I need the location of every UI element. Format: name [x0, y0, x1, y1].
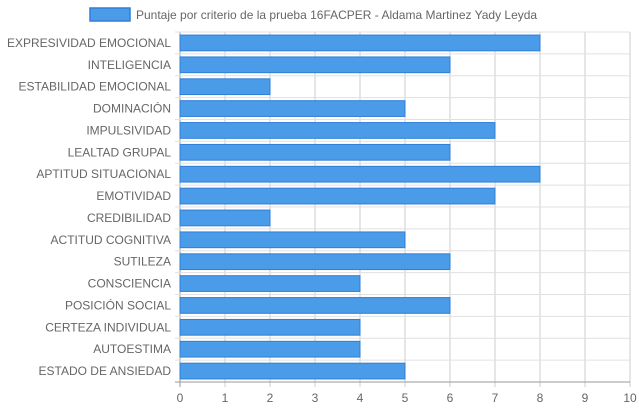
x-tick-labels: 0 1 2 3 4 5 6 7 8 9 10: [177, 391, 637, 405]
category-label: DOMINACIÓN: [93, 101, 171, 116]
bar[interactable]: [179, 253, 451, 271]
bar[interactable]: [179, 56, 451, 74]
x-tick-label: 7: [492, 391, 499, 405]
bar[interactable]: [179, 362, 406, 380]
legend[interactable]: Puntaje por criterio de la prueba 16FACP…: [89, 7, 537, 22]
category-label: LEALTAD GRUPAL: [68, 145, 172, 159]
grid: [175, 31, 631, 387]
bar[interactable]: [179, 187, 496, 205]
x-tick-label: 4: [357, 391, 364, 405]
category-label: AUTOESTIMA: [93, 342, 171, 356]
category-labels: EXPRESIVIDAD EMOCIONAL INTELIGENCIA ESTABI…: [7, 36, 171, 378]
category-label: EMOTIVIDAD: [96, 189, 171, 203]
category-label: EXPRESIVIDAD EMOCIONAL: [7, 36, 171, 50]
bar[interactable]: [179, 231, 406, 249]
category-label: ESTABILIDAD EMOCIONAL: [19, 80, 172, 94]
category-label: POSICIÓN SOCIAL: [65, 297, 171, 312]
bar[interactable]: [179, 340, 361, 358]
category-label: ESTADO DE ANSIEDAD: [39, 364, 172, 378]
bar[interactable]: [179, 122, 496, 139]
category-label: IMPULSIVIDAD: [86, 123, 171, 137]
x-tick-label: 3: [312, 391, 319, 405]
x-tick-label: 5: [402, 391, 409, 405]
x-tick-label: 0: [177, 391, 184, 405]
category-label: ACTITUD COGNITIVA: [51, 233, 171, 247]
bar[interactable]: [179, 165, 541, 183]
bar[interactable]: [179, 100, 406, 117]
category-label: CONSCIENCIA: [88, 277, 171, 291]
x-tick-label: 8: [537, 391, 544, 405]
bar[interactable]: [179, 209, 271, 227]
legend-swatch: [89, 7, 131, 22]
bar[interactable]: [179, 318, 361, 336]
bar[interactable]: [179, 143, 451, 161]
bar[interactable]: [179, 78, 271, 96]
x-tick-label: 2: [267, 391, 274, 405]
category-label: APTITUD SITUACIONAL: [36, 167, 171, 181]
x-tick-label: 10: [623, 391, 637, 405]
legend-label: Puntaje por criterio de la prueba 16FACP…: [136, 8, 537, 22]
bar[interactable]: [179, 297, 451, 314]
bar[interactable]: [179, 275, 361, 292]
category-label: CREDIBILIDAD: [87, 211, 171, 225]
x-tick-label: 1: [222, 391, 229, 405]
x-tick-label: 6: [447, 391, 454, 405]
bars: [179, 34, 541, 380]
category-label: INTELIGENCIA: [88, 58, 171, 72]
x-tick-label: 9: [582, 391, 589, 405]
bar[interactable]: [179, 34, 541, 52]
category-label: SUTILEZA: [114, 255, 171, 269]
category-label: CERTEZA INDIVIDUAL: [45, 320, 171, 334]
